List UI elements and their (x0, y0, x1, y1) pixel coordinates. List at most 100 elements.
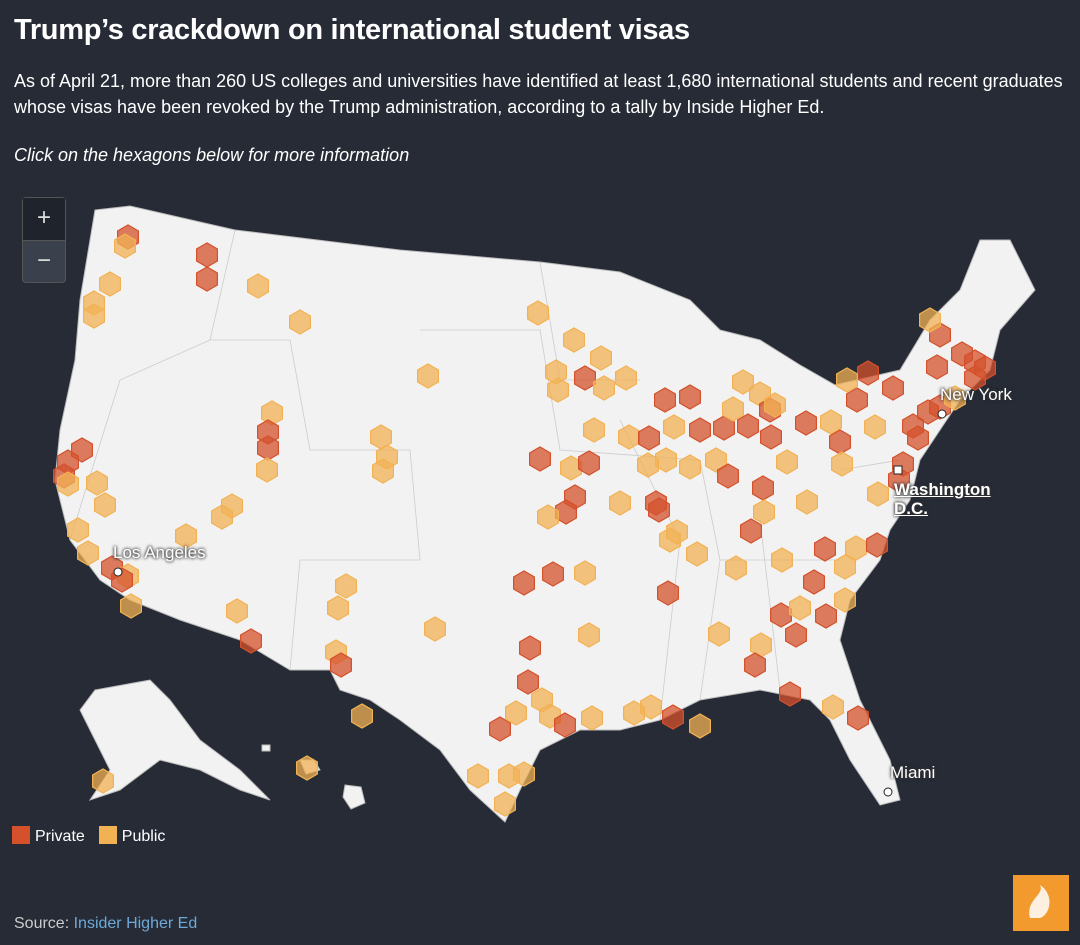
institution-hexagon[interactable] (771, 547, 793, 573)
institution-hexagon[interactable] (296, 755, 318, 781)
zoom-in[interactable]: + (23, 198, 65, 241)
institution-hexagon[interactable] (847, 705, 869, 731)
institution-hexagon[interactable] (196, 266, 218, 292)
institution-hexagon[interactable] (527, 300, 549, 326)
institution-hexagon[interactable] (717, 463, 739, 489)
institution-hexagon[interactable] (417, 363, 439, 389)
institution-hexagon[interactable] (867, 481, 889, 507)
institution-hexagon[interactable] (648, 497, 670, 523)
institution-hexagon[interactable] (517, 669, 539, 695)
institution-hexagon[interactable] (563, 327, 585, 353)
institution-hexagon[interactable] (256, 457, 278, 483)
institution-hexagon[interactable] (764, 392, 786, 418)
institution-hexagon[interactable] (513, 570, 535, 596)
institution-hexagon[interactable] (593, 375, 615, 401)
institution-hexagon[interactable] (330, 652, 352, 678)
institution-hexagon[interactable] (83, 303, 105, 329)
institution-hexagon[interactable] (590, 345, 612, 371)
institution-hexagon[interactable] (814, 536, 836, 562)
institution-hexagon[interactable] (327, 595, 349, 621)
institution-hexagon[interactable] (866, 532, 888, 558)
institution-hexagon[interactable] (907, 425, 929, 451)
institution-hexagon[interactable] (175, 523, 197, 549)
institution-hexagon[interactable] (529, 446, 551, 472)
institution-hexagon[interactable] (740, 518, 762, 544)
institution-hexagon[interactable] (67, 517, 89, 543)
institution-hexagon[interactable] (221, 493, 243, 519)
institution-hexagon[interactable] (640, 694, 662, 720)
institution-hexagon[interactable] (785, 622, 807, 648)
institution-hexagon[interactable] (776, 449, 798, 475)
institution-hexagon[interactable] (372, 458, 394, 484)
institution-hexagon[interactable] (846, 387, 868, 413)
institution-hexagon[interactable] (574, 365, 596, 391)
institution-hexagon[interactable] (289, 309, 311, 335)
institution-hexagon[interactable] (615, 365, 637, 391)
institution-hexagon[interactable] (944, 385, 966, 411)
institution-hexagon[interactable] (94, 492, 116, 518)
institution-hexagon[interactable] (537, 504, 559, 530)
institution-hexagon[interactable] (542, 561, 564, 587)
institution-hexagon[interactable] (120, 593, 142, 619)
institution-hexagon[interactable] (99, 271, 121, 297)
institution-hexagon[interactable] (196, 242, 218, 268)
institution-hexagon[interactable] (247, 273, 269, 299)
institution-hexagon[interactable] (796, 489, 818, 515)
institution-hexagon[interactable] (708, 621, 730, 647)
institution-hexagon[interactable] (519, 635, 541, 661)
institution-hexagon[interactable] (752, 475, 774, 501)
institution-hexagon[interactable] (618, 424, 640, 450)
institution-hexagon[interactable] (257, 435, 279, 461)
institution-hexagon[interactable] (753, 499, 775, 525)
institution-hexagon[interactable] (513, 761, 535, 787)
institution-hexagon[interactable] (864, 414, 886, 440)
institution-hexagon[interactable] (489, 716, 511, 742)
institution-hexagon[interactable] (655, 447, 677, 473)
institution-hexagon[interactable] (919, 307, 941, 333)
institution-hexagon[interactable] (679, 384, 701, 410)
institution-hexagon[interactable] (732, 369, 754, 395)
institution-hexagon[interactable] (581, 705, 603, 731)
institution-hexagon[interactable] (760, 424, 782, 450)
institution-hexagon[interactable] (722, 396, 744, 422)
institution-hexagon[interactable] (92, 768, 114, 794)
institution-hexagon[interactable] (77, 540, 99, 566)
institution-hexagon[interactable] (779, 681, 801, 707)
institution-hexagon[interactable] (744, 652, 766, 678)
institution-hexagon[interactable] (554, 712, 576, 738)
institution-hexagon[interactable] (467, 763, 489, 789)
institution-hexagon[interactable] (335, 573, 357, 599)
institution-hexagon[interactable] (226, 598, 248, 624)
institution-hexagon[interactable] (505, 700, 527, 726)
institution-hexagon[interactable] (114, 233, 136, 259)
zoom-out[interactable]: − (36, 247, 51, 274)
institution-hexagon[interactable] (547, 377, 569, 403)
institution-hexagon[interactable] (926, 354, 948, 380)
institution-hexagon[interactable] (689, 417, 711, 443)
institution-hexagon[interactable] (822, 694, 844, 720)
institution-hexagon[interactable] (815, 603, 837, 629)
institution-hexagon[interactable] (555, 499, 577, 525)
institution-hexagon[interactable] (351, 703, 373, 729)
institution-hexagon[interactable] (679, 454, 701, 480)
institution-hexagon[interactable] (686, 541, 708, 567)
institution-hexagon[interactable] (713, 415, 735, 441)
institution-hexagon[interactable] (829, 429, 851, 455)
institution-hexagon[interactable] (820, 409, 842, 435)
institution-hexagon[interactable] (654, 387, 676, 413)
institution-hexagon[interactable] (638, 425, 660, 451)
institution-hexagon[interactable] (578, 622, 600, 648)
institution-hexagon[interactable] (964, 365, 986, 391)
institution-hexagon[interactable] (882, 375, 904, 401)
institution-hexagon[interactable] (494, 791, 516, 817)
institution-hexagon[interactable] (795, 410, 817, 436)
institution-hexagon[interactable] (659, 527, 681, 553)
institution-hexagon[interactable] (836, 367, 858, 393)
institution-hexagon[interactable] (657, 580, 679, 606)
institution-hexagon[interactable] (57, 471, 79, 497)
institution-hexagon[interactable] (663, 414, 685, 440)
institution-hexagon[interactable] (737, 413, 759, 439)
institution-hexagon[interactable] (578, 450, 600, 476)
institution-hexagon[interactable] (803, 569, 825, 595)
institution-hexagon[interactable] (574, 560, 596, 586)
